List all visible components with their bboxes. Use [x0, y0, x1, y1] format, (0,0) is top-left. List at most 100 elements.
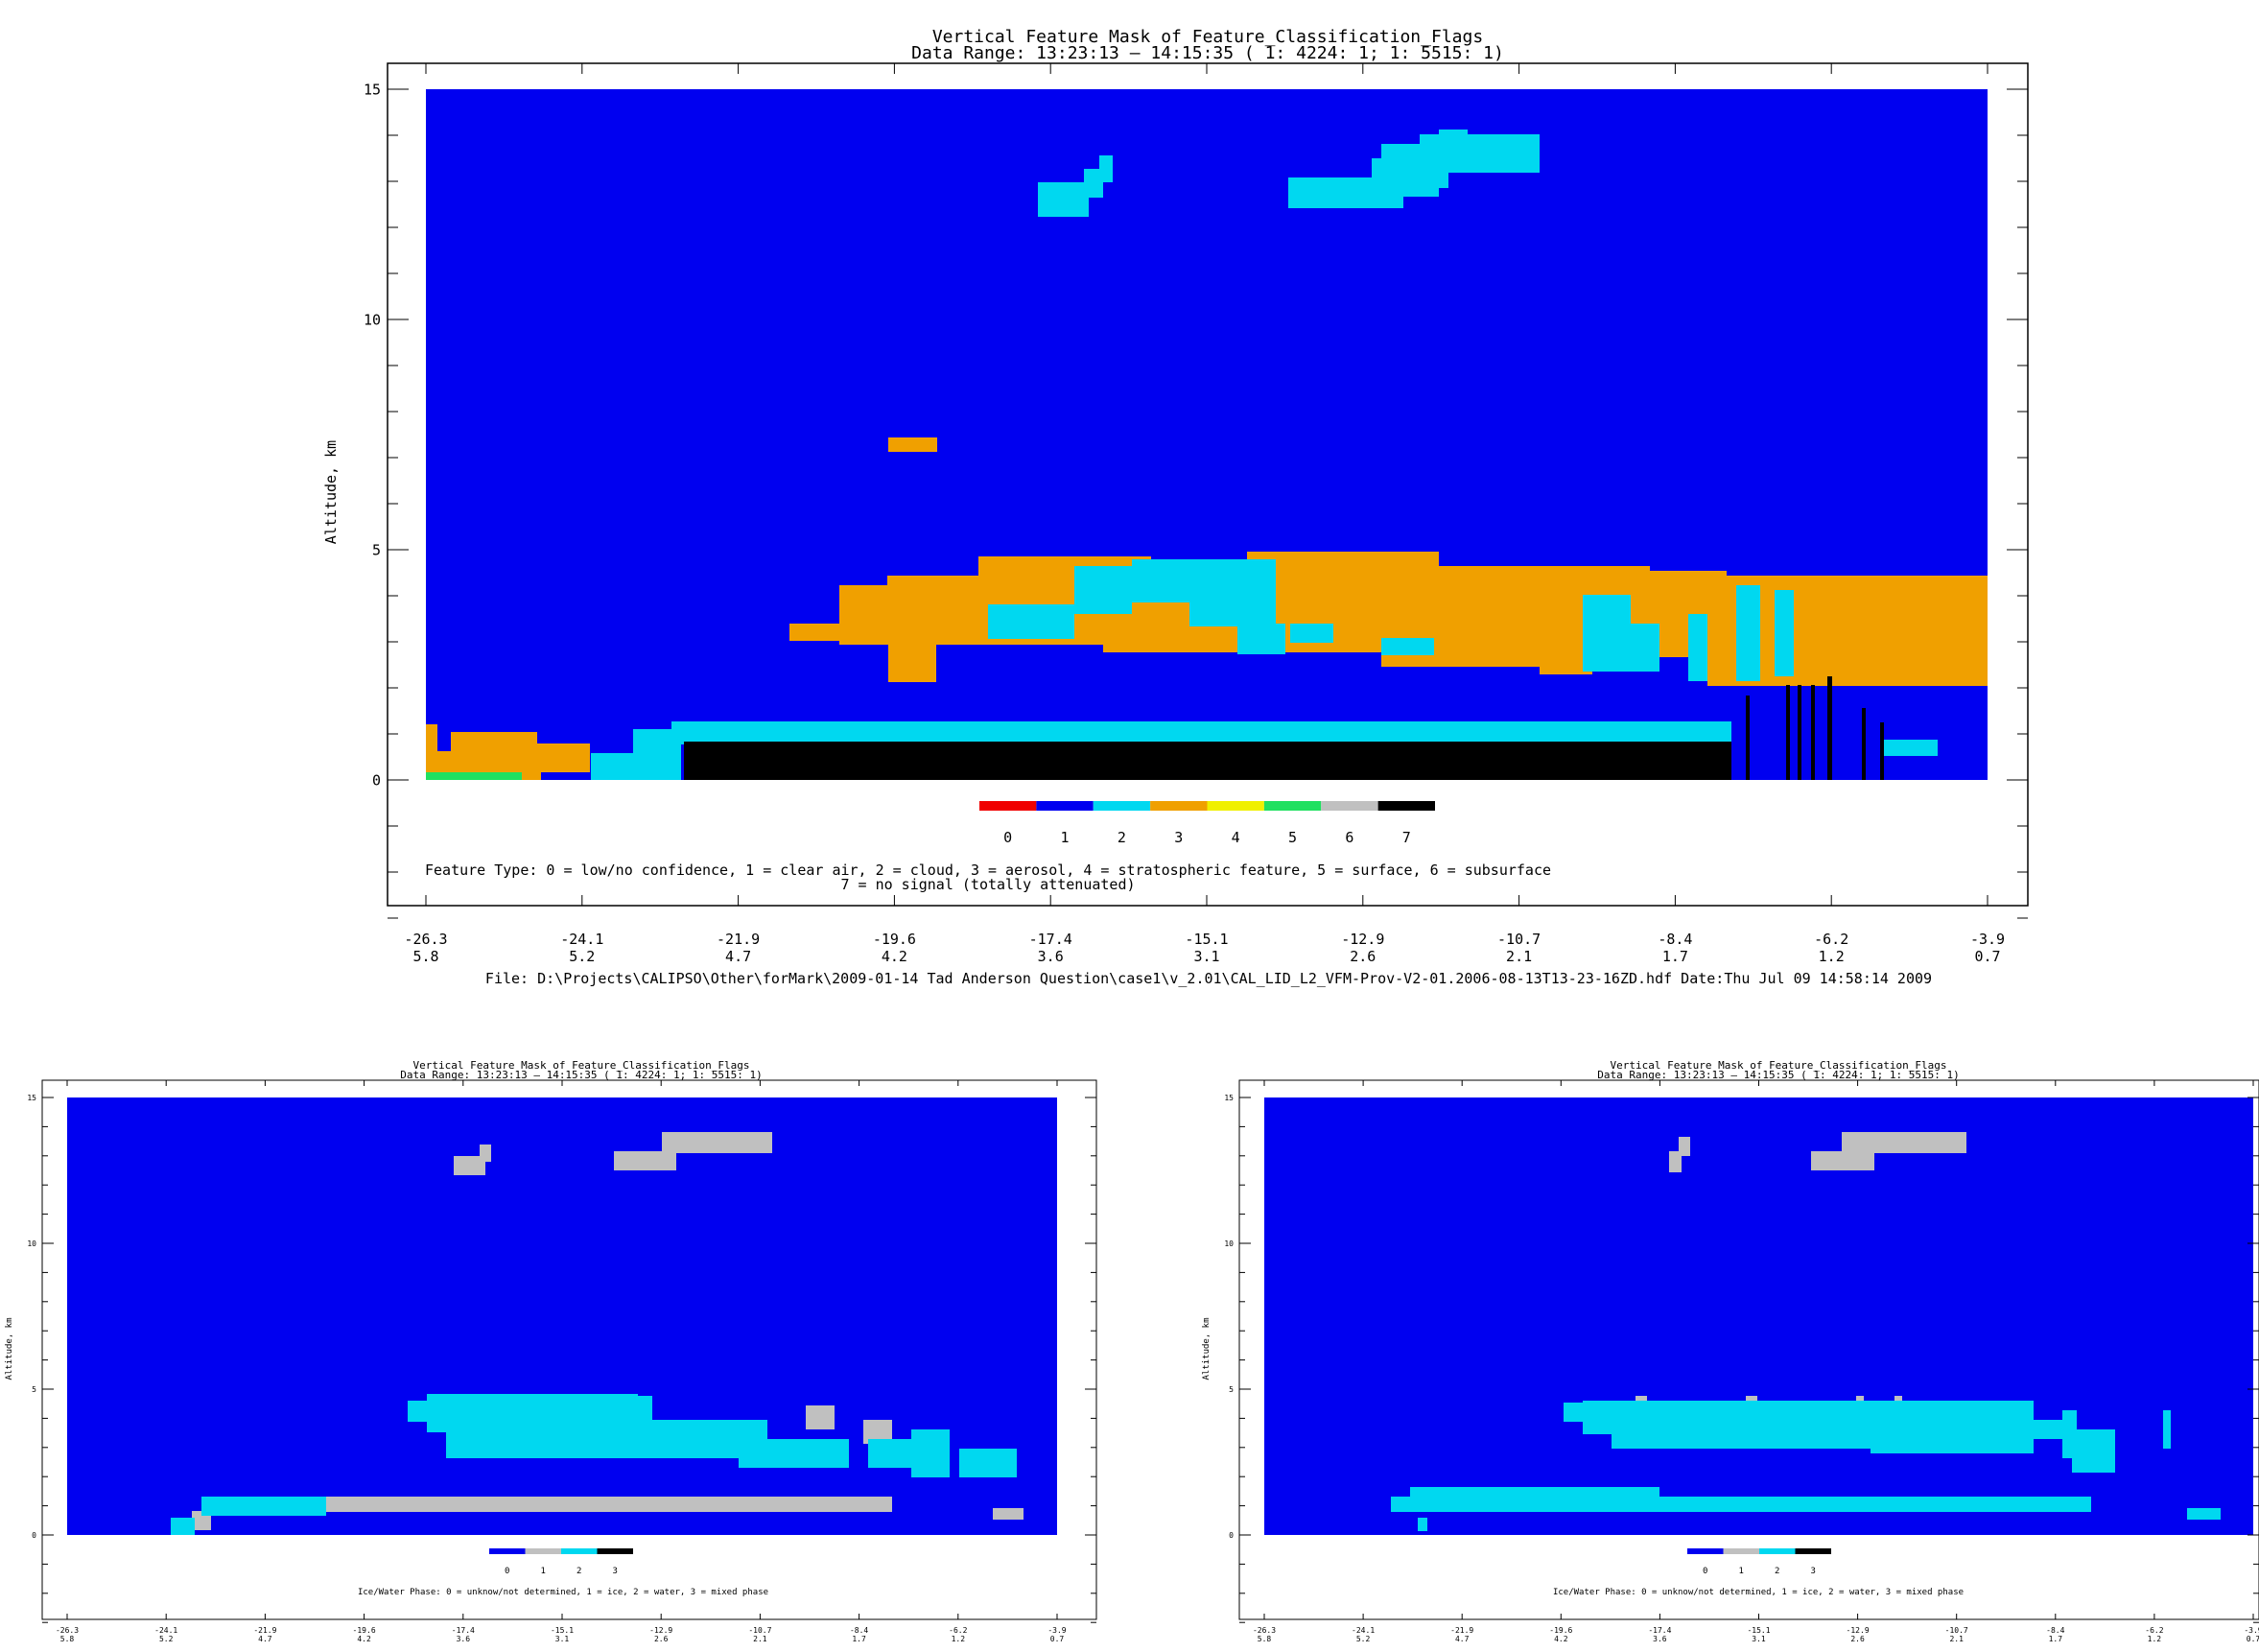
- top-colorbar-swatch: [1321, 801, 1378, 811]
- br-x-tick-label-lon: 3.6: [1653, 1635, 1667, 1643]
- top-y-tick-label: 5: [372, 541, 381, 558]
- bl-x-tick-label-lon: 3.6: [457, 1635, 471, 1643]
- br-colorbar-label: 0: [1703, 1567, 1707, 1576]
- top-colorbar: 0 1 2 3 4 5 6 7: [979, 801, 1435, 846]
- bl-colorbar-swatch: [525, 1548, 561, 1554]
- top-chart-subtitle: Data Range: 13:23:13 – 14:15:35 ( 1: 422…: [911, 43, 1504, 63]
- br-x-tick-label-lat: -8.4: [2046, 1626, 2064, 1635]
- bl-y-tick-label: 0: [32, 1531, 36, 1540]
- br-x-tick-label-lat: -3.9: [2244, 1626, 2259, 1635]
- br-y-tick-label: 10: [1224, 1239, 1234, 1248]
- top-axes: 051015-26.35.8-24.15.2-21.94.7-19.64.2-1…: [364, 63, 2028, 965]
- top-x-tick-label-lon: 0.7: [1974, 948, 2000, 965]
- bl-x-tick-label-lat: -19.6: [353, 1626, 376, 1635]
- br-axes-frame: [1238, 1079, 2259, 1620]
- br-x-tick-label-lon: 2.6: [1850, 1635, 1865, 1643]
- br-colorbar-label: 3: [1811, 1567, 1816, 1576]
- top-x-tick-label-lat: -19.6: [873, 931, 916, 948]
- bl-colorbar-swatch: [561, 1548, 598, 1554]
- top-colorbar-label: 7: [1402, 829, 1411, 846]
- top-x-tick-label-lon: 4.7: [725, 948, 751, 965]
- top-x-tick-label-lon: 2.1: [1506, 948, 1532, 965]
- br-x-tick-label-lat: -17.4: [1648, 1626, 1671, 1635]
- bl-colorbar-label: 1: [541, 1567, 546, 1576]
- top-colorbar-swatch: [979, 801, 1037, 811]
- br-x-tick-label-lon: 4.2: [1554, 1635, 1568, 1643]
- top-x-tick-label-lat: -10.7: [1497, 931, 1541, 948]
- br-colorbar-label: 1: [1739, 1567, 1744, 1576]
- top-chart-title: Vertical Feature Mask of Feature_Classif…: [932, 27, 1483, 47]
- br-x-tick-label-lon: 5.2: [1356, 1635, 1371, 1643]
- top-x-tick-label-lon: 3.6: [1038, 948, 1064, 965]
- top-file-info: File: D:\Projects\CALIPSO\Other\forMark\…: [485, 970, 1932, 987]
- bl-colorbar: 0 1 2 3: [489, 1548, 633, 1576]
- br-colorbar-label: 2: [1775, 1567, 1779, 1576]
- br-colorbar-swatch: [1723, 1548, 1759, 1554]
- bl-colorbar-label: 0: [505, 1567, 509, 1576]
- br-plot-area: [1264, 1097, 2253, 1535]
- top-x-tick-label-lon: 1.7: [1662, 948, 1688, 965]
- br-y-tick-label: 5: [1229, 1385, 1234, 1394]
- bl-y-tick-label: 5: [32, 1385, 36, 1394]
- br-x-tick-label-lat: -12.9: [1847, 1626, 1870, 1635]
- top-attenuated-columns: [1746, 676, 1884, 780]
- br-x-tick-label-lat: -21.9: [1450, 1626, 1473, 1635]
- bl-y-tick-label: 10: [27, 1239, 36, 1248]
- top-colorbar-label: 5: [1288, 829, 1297, 846]
- br-colorbar-swatch: [1795, 1548, 1831, 1554]
- bl-axes: 051015-26.35.8-24.15.2-21.94.7-19.64.2-1…: [27, 1080, 1096, 1643]
- top-colorbar-label: 3: [1174, 829, 1183, 846]
- bl-x-tick-label-lon: 3.1: [555, 1635, 570, 1643]
- top-boundary-layer: [426, 721, 1938, 780]
- top-aerosol-patch: [888, 437, 937, 452]
- br-x-tick-label-lat: -6.2: [2145, 1626, 2163, 1635]
- br-colorbar-swatch: [1687, 1548, 1724, 1554]
- bl-x-tick-label-lon: 1.2: [952, 1635, 966, 1643]
- top-x-tick-label-lat: -26.3: [404, 931, 447, 948]
- br-x-tick-label-lat: -10.7: [1945, 1626, 1968, 1635]
- br-x-tick-label-lon: 5.8: [1258, 1635, 1272, 1643]
- bottom-right-ice-water-panel: Vertical Feature Mask of Feature_Classif…: [1202, 1059, 2259, 1643]
- br-water-clouds: [1391, 1401, 2221, 1531]
- top-colorbar-swatch: [1093, 801, 1151, 811]
- top-axes-frame: [387, 62, 2029, 907]
- bl-x-tick-label-lat: -26.3: [56, 1626, 79, 1635]
- br-y-tick-label: 15: [1224, 1094, 1234, 1102]
- top-colorbar-label: 1: [1061, 829, 1070, 846]
- bl-water-clouds: [171, 1394, 1017, 1535]
- top-x-tick-label-lon: 4.2: [882, 948, 907, 965]
- top-colorbar-swatch: [1036, 801, 1094, 811]
- bl-legend-line1: Ice/Water Phase: 0 = unknow/not determin…: [358, 1588, 768, 1597]
- top-colorbar-label: 6: [1345, 829, 1353, 846]
- top-x-tick-label-lon: 5.2: [569, 948, 595, 965]
- top-x-tick-label-lat: -24.1: [560, 931, 603, 948]
- top-plot-area: [426, 89, 1988, 780]
- br-colorbar: 0 1 2 3: [1687, 1548, 1831, 1576]
- bl-axes-frame: [41, 1079, 1097, 1620]
- top-x-tick-label-lat: -8.4: [1658, 931, 1692, 948]
- br-x-tick-label-lat: -19.6: [1549, 1626, 1572, 1635]
- top-y-axis-label: Altitude, km: [322, 440, 340, 544]
- bl-colorbar-swatch: [597, 1548, 633, 1554]
- top-x-tick-label-lat: -15.1: [1185, 931, 1228, 948]
- br-axes: 051015-26.35.8-24.15.2-21.94.7-19.64.2-1…: [1224, 1080, 2259, 1643]
- top-legend-line1: Feature Type: 0 = low/no confidence, 1 =…: [425, 861, 1551, 879]
- bl-x-tick-label-lat: -15.1: [551, 1626, 574, 1635]
- bl-x-tick-label-lon: 0.7: [1050, 1635, 1065, 1643]
- top-x-tick-label-lon: 2.6: [1350, 948, 1376, 965]
- top-y-tick-label: 0: [372, 771, 381, 789]
- br-x-tick-label-lon: 1.2: [2148, 1635, 2162, 1643]
- br-x-tick-label-lat: -15.1: [1747, 1626, 1770, 1635]
- bl-chart-title: Vertical Feature Mask of Feature_Classif…: [413, 1059, 750, 1072]
- bl-x-tick-label-lat: -6.2: [949, 1626, 967, 1635]
- top-x-tick-label-lat: -6.2: [1814, 931, 1848, 948]
- bl-x-tick-label-lat: -24.1: [154, 1626, 177, 1635]
- bl-y-axis-label: Altitude, km: [5, 1317, 14, 1380]
- top-y-tick-label: 10: [364, 311, 381, 328]
- br-x-tick-label-lon: 4.7: [1455, 1635, 1470, 1643]
- top-x-tick-label-lon: 5.8: [412, 948, 438, 965]
- bl-chart-subtitle: Data Range: 13:23:13 – 14:15:35 ( 1: 422…: [400, 1069, 763, 1081]
- bl-x-tick-label-lat: -8.4: [850, 1626, 868, 1635]
- top-feature-type-panel: Vertical Feature Mask of Feature_Classif…: [322, 27, 2029, 987]
